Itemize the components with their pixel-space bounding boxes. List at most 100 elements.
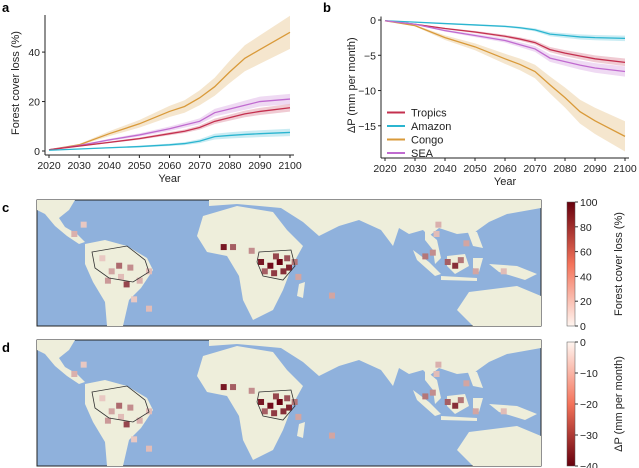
colorbar-tick-label: −40 xyxy=(580,461,598,468)
chart-a: 2020 2030 2040 2050 2060 2070 2080 2090 21000204… xyxy=(10,15,302,185)
colorbar-tick-label: 20 xyxy=(580,296,592,308)
land-12 xyxy=(297,422,305,438)
land-10 xyxy=(467,230,483,248)
x-tick-label: 2060 xyxy=(493,163,517,175)
forest-loss-cell xyxy=(284,255,291,262)
precip-cell xyxy=(118,413,125,420)
y-axis-label: ΔP (mm per month) xyxy=(346,37,358,133)
precip-cell xyxy=(422,393,429,400)
colorbar-c: 0 20 40 60 80 100 Forest cover loss (%) xyxy=(566,197,625,333)
precip-cell xyxy=(284,395,291,402)
map-c xyxy=(36,199,542,327)
band-tropics xyxy=(385,20,625,67)
line-congo xyxy=(384,20,626,137)
forest-loss-cell xyxy=(136,277,143,284)
panel-label-b: b xyxy=(323,0,331,15)
forest-loss-cell xyxy=(328,292,335,299)
forest-loss-cell xyxy=(291,259,298,265)
x-tick-label: 2060 xyxy=(158,160,182,172)
forest-loss-cell xyxy=(116,262,123,269)
forest-loss-cell xyxy=(280,268,287,275)
colorbar-tick-label: −30 xyxy=(580,430,598,442)
forest-loss-cell xyxy=(472,268,479,275)
colorbar-tick-label: 100 xyxy=(580,197,598,209)
forest-loss-cell xyxy=(261,268,268,275)
x-tick-label: 2090 xyxy=(583,163,607,175)
forest-loss-cell xyxy=(452,262,459,269)
precip-cell xyxy=(258,399,265,405)
land-7 xyxy=(441,276,477,281)
precip-cell xyxy=(99,395,106,402)
line-sea xyxy=(48,98,291,151)
land-12 xyxy=(297,282,305,298)
land-7 xyxy=(441,416,477,421)
forest-loss-cell xyxy=(295,273,302,280)
x-tick-label: 2040 xyxy=(98,160,122,172)
legend-label-amazon: Amazon xyxy=(411,121,451,133)
forest-loss-cell xyxy=(267,262,274,269)
y-tick-label: 0 xyxy=(370,15,376,27)
forest-loss-cell xyxy=(104,277,111,284)
legend-label-congo: Congo xyxy=(411,135,443,147)
line-congo xyxy=(48,31,291,151)
land-10 xyxy=(467,370,483,388)
precip-cell xyxy=(276,399,283,405)
colorbar xyxy=(566,201,576,327)
y-axis-label: Forest cover loss (%) xyxy=(10,31,22,135)
precip-cell xyxy=(295,413,302,420)
legend-label-sea: SEA xyxy=(411,148,434,160)
forest-loss-cell xyxy=(118,273,125,280)
y-tick-label: −10 xyxy=(358,86,376,98)
precip-cell xyxy=(457,397,464,404)
land-3 xyxy=(209,200,541,246)
forest-loss-cell xyxy=(429,249,436,256)
land-1 xyxy=(85,240,153,326)
precip-cell xyxy=(261,408,268,415)
precip-cell xyxy=(444,399,451,405)
land-5 xyxy=(413,250,441,276)
forest-loss-cell xyxy=(123,281,130,288)
x-tick-label: 2020 xyxy=(37,160,61,172)
x-axis-label: Year xyxy=(158,173,181,185)
forest-loss-cell xyxy=(99,255,106,262)
precip-cell xyxy=(230,384,237,391)
amazon-outline xyxy=(91,245,150,283)
land-9 xyxy=(489,264,537,280)
x-tick-label: 2050 xyxy=(463,163,487,175)
precip-cell xyxy=(463,380,470,387)
forest-loss-cell xyxy=(220,244,227,251)
precip-cell xyxy=(131,436,138,443)
colorbar-label: Forest cover loss (%) xyxy=(613,212,625,316)
precip-cell xyxy=(104,417,111,424)
legend-label-tropics: Tropics xyxy=(411,108,447,120)
forest-loss-cell xyxy=(422,253,429,260)
land-11 xyxy=(457,286,541,326)
x-tick-label: 2050 xyxy=(128,160,152,172)
forest-loss-cell xyxy=(108,268,115,275)
precip-cell xyxy=(291,399,298,405)
y-tick-label: −15 xyxy=(358,121,376,133)
precip-cell xyxy=(116,402,123,409)
x-tick-label: 2090 xyxy=(248,160,272,172)
land-9 xyxy=(489,404,537,420)
line-tropics xyxy=(384,20,626,63)
precip-cell xyxy=(108,408,115,415)
band-tropics xyxy=(49,103,290,150)
precip-cell xyxy=(472,408,479,415)
y-tick-label: 20 xyxy=(28,97,40,109)
x-tick-label: 2020 xyxy=(373,163,397,175)
land-2 xyxy=(197,346,303,460)
band-amazon xyxy=(385,20,625,42)
precip-cell xyxy=(127,404,134,411)
map-d xyxy=(36,339,542,467)
forest-loss-cell xyxy=(258,259,265,265)
x-tick-label: 2080 xyxy=(218,160,242,172)
line-sea xyxy=(384,20,626,73)
colorbar-label: ΔP (mm per month) xyxy=(613,356,625,452)
precip-cell xyxy=(220,384,227,391)
x-tick-label: 2080 xyxy=(553,163,577,175)
panel-label-d: d xyxy=(2,340,10,355)
land-5 xyxy=(413,390,441,416)
precip-cell xyxy=(146,445,153,452)
